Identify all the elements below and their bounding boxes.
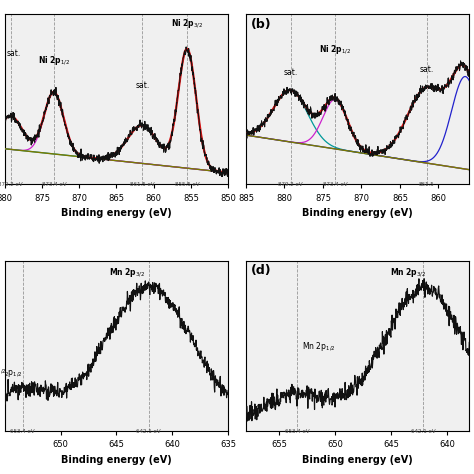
Text: Ni 2p$_{1/2}$: Ni 2p$_{1/2}$ (37, 55, 70, 67)
X-axis label: Binding energy (eV): Binding energy (eV) (61, 208, 172, 218)
Text: 873.4 eV: 873.4 eV (323, 182, 347, 187)
X-axis label: Binding energy (eV): Binding energy (eV) (302, 208, 413, 218)
Text: 879.2 eV: 879.2 eV (278, 182, 303, 187)
Text: 642.1 eV: 642.1 eV (411, 428, 436, 434)
Text: sat.: sat. (420, 64, 434, 73)
Text: Ni 2p$_{3/2}$: Ni 2p$_{3/2}$ (171, 18, 203, 30)
Text: 642.1 eV: 642.1 eV (137, 428, 161, 434)
Text: 873.4 eV: 873.4 eV (42, 182, 66, 187)
Text: 855.5 eV: 855.5 eV (175, 182, 200, 187)
Text: Mn 2p$_{1/2}$: Mn 2p$_{1/2}$ (302, 340, 335, 353)
Text: 861.5: 861.5 (419, 182, 435, 187)
Text: 653.4 eV: 653.4 eV (10, 428, 35, 434)
Text: Mn 2p$_{1/2}$: Mn 2p$_{1/2}$ (0, 363, 7, 376)
Text: Mn 2p$_{3/2}$: Mn 2p$_{3/2}$ (390, 266, 426, 279)
Text: Ni 2p$_{1/2}$: Ni 2p$_{1/2}$ (319, 43, 351, 56)
Text: (b): (b) (250, 18, 271, 31)
Text: 879.2 eV: 879.2 eV (0, 182, 23, 187)
Text: sat.: sat. (283, 68, 298, 77)
Text: Mn 2p$_{3/2}$: Mn 2p$_{3/2}$ (109, 266, 146, 279)
Text: sat.: sat. (6, 49, 20, 58)
Text: 653.4 eV: 653.4 eV (285, 428, 310, 434)
Text: sat.: sat. (136, 81, 150, 90)
X-axis label: Binding energy (eV): Binding energy (eV) (61, 455, 172, 465)
X-axis label: Binding energy (eV): Binding energy (eV) (302, 455, 413, 465)
Text: 861.5 eV: 861.5 eV (130, 182, 155, 187)
Text: (d): (d) (250, 264, 271, 277)
Text: $_{2}$p$_{1/2}$: $_{2}$p$_{1/2}$ (4, 368, 22, 379)
